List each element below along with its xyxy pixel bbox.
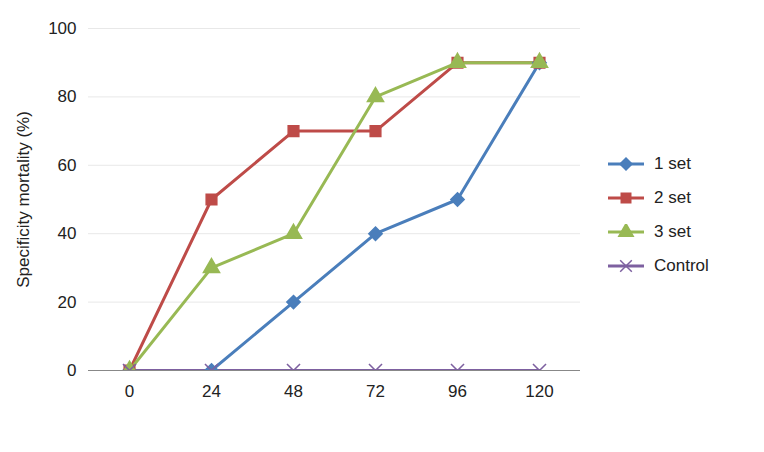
html-text:1 set: 1 set xyxy=(654,154,691,173)
svg-text:40: 40 xyxy=(58,224,77,243)
svg-text:48: 48 xyxy=(284,382,303,401)
svg-text:24: 24 xyxy=(202,382,221,401)
svg-text:100: 100 xyxy=(48,19,76,38)
svg-text:0: 0 xyxy=(67,361,76,380)
svg-text:72: 72 xyxy=(366,382,385,401)
svg-text:120: 120 xyxy=(525,382,553,401)
html-text:2 set: 2 set xyxy=(654,188,691,207)
html-text:3 set: 3 set xyxy=(654,222,691,241)
html-text:Control: Control xyxy=(654,256,709,275)
svg-text:80: 80 xyxy=(58,87,77,106)
svg-text:0: 0 xyxy=(125,382,134,401)
svg-text:20: 20 xyxy=(58,293,77,312)
svg-text:96: 96 xyxy=(448,382,467,401)
svg-text:60: 60 xyxy=(58,156,77,175)
svg-text:Specificity mortality (%): Specificity mortality (%) xyxy=(14,111,33,288)
